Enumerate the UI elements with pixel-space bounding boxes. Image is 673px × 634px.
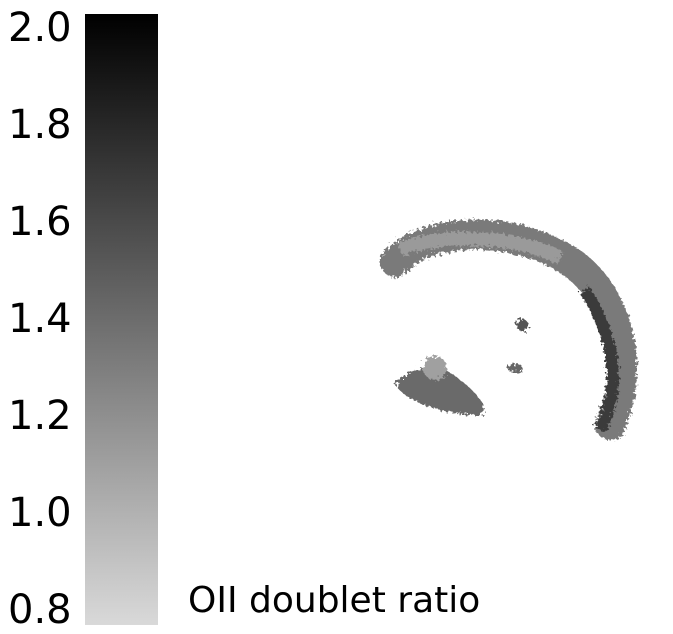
blob-highlight bbox=[423, 356, 447, 380]
y-tick-label: 1.4 bbox=[8, 296, 72, 342]
y-tick-label: 1.6 bbox=[8, 199, 72, 245]
arc-highlight bbox=[397, 231, 564, 265]
y-tick-label: 1.8 bbox=[8, 102, 72, 148]
arc-dark bbox=[579, 286, 619, 433]
emission-map bbox=[380, 219, 637, 440]
y-tick-label: 0.8 bbox=[8, 587, 72, 633]
y-tick-label: 1.2 bbox=[8, 393, 72, 439]
colorbar bbox=[85, 14, 158, 625]
blob bbox=[395, 367, 484, 415]
y-tick-label: 2.0 bbox=[8, 5, 72, 51]
y-tick-label: 1.0 bbox=[8, 490, 72, 536]
knot bbox=[516, 319, 528, 331]
colorbar-label: OII doublet ratio bbox=[188, 580, 480, 621]
knot bbox=[507, 364, 523, 372]
